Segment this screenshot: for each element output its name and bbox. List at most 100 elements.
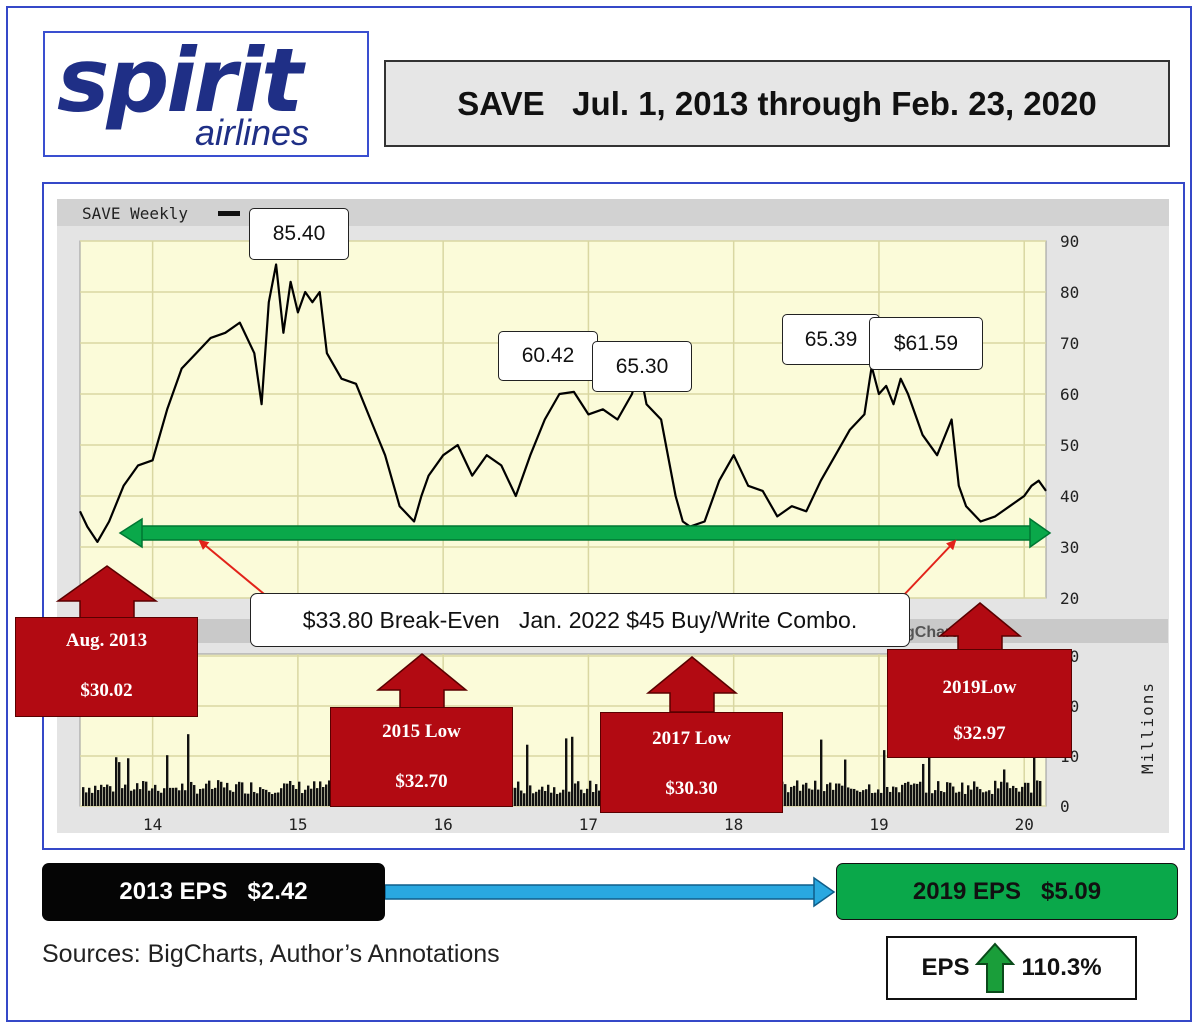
volume-bar bbox=[931, 793, 934, 806]
volume-bar bbox=[916, 783, 919, 806]
volume-bar bbox=[538, 789, 541, 806]
volume-bar bbox=[214, 787, 217, 806]
volume-bar bbox=[112, 791, 115, 806]
volume-bar bbox=[787, 792, 790, 806]
volume-bar bbox=[934, 790, 937, 806]
volume-bar bbox=[829, 782, 832, 806]
volume-bar bbox=[922, 763, 925, 806]
volume-bar bbox=[226, 782, 229, 806]
volume-bar bbox=[199, 788, 202, 806]
volume-bar bbox=[595, 784, 598, 806]
price-tick-label: 20 bbox=[1060, 589, 1079, 608]
volume-bar bbox=[517, 781, 520, 806]
volume-bar bbox=[148, 790, 151, 806]
volume-bar bbox=[94, 785, 97, 806]
low-box-2017: 2017 Low $30.30 bbox=[600, 712, 783, 813]
volume-bar bbox=[1021, 786, 1024, 806]
volume-bar bbox=[793, 785, 796, 806]
volume-bar bbox=[877, 789, 880, 806]
volume-bar bbox=[868, 784, 871, 806]
x-tick-label: 20 bbox=[1015, 815, 1034, 834]
low-box-2019: 2019Low $32.97 bbox=[887, 649, 1072, 758]
volume-bar bbox=[292, 785, 295, 806]
volume-bar bbox=[856, 790, 859, 806]
volume-bar bbox=[805, 782, 808, 806]
break-even-arrow bbox=[118, 517, 1052, 549]
volume-bar bbox=[913, 783, 916, 806]
volume-bar bbox=[535, 791, 538, 806]
volume-bar bbox=[844, 759, 847, 806]
volume-bar bbox=[862, 790, 865, 806]
volume-bar bbox=[937, 781, 940, 806]
volume-bar bbox=[160, 792, 163, 806]
volume-bar bbox=[268, 792, 271, 806]
volume-bar bbox=[523, 793, 526, 806]
volume-bar bbox=[166, 755, 169, 806]
low-value-2015: $32.70 bbox=[395, 771, 448, 792]
up-arrow-icon bbox=[975, 942, 1016, 993]
volume-bar bbox=[328, 780, 331, 806]
x-axis: 14 15 16 17 18 19 20 bbox=[143, 815, 1034, 834]
logo-sub: airlines bbox=[195, 112, 310, 153]
eps-2019-box: 2019 EPS $5.09 bbox=[836, 863, 1178, 920]
volume-bar bbox=[316, 788, 319, 806]
volume-bar bbox=[1027, 782, 1030, 806]
volume-bar bbox=[799, 790, 802, 806]
volume-bar bbox=[541, 786, 544, 806]
low-box-2015: 2015 Low $32.70 bbox=[330, 707, 513, 807]
volume-bar bbox=[91, 792, 94, 806]
volume-bar bbox=[223, 787, 226, 806]
volume-bar bbox=[109, 786, 112, 806]
volume-bar bbox=[925, 792, 928, 806]
volume-bar bbox=[277, 792, 280, 806]
volume-bar bbox=[211, 788, 214, 806]
volume-bar bbox=[1006, 782, 1009, 806]
volume-bar bbox=[88, 787, 91, 806]
volume-bar bbox=[919, 781, 922, 806]
volume-bar bbox=[244, 793, 247, 806]
volume-bar bbox=[238, 781, 241, 806]
logo-word: spirit bbox=[57, 29, 303, 132]
price-tick-label: 70 bbox=[1060, 334, 1079, 353]
volume-bar bbox=[127, 758, 130, 806]
chart-header-bar bbox=[57, 199, 1169, 226]
volume-bar bbox=[997, 788, 1000, 806]
volume-bar bbox=[271, 793, 274, 806]
price-y-axis: 90 80 70 60 50 40 30 20 bbox=[1060, 232, 1079, 608]
volume-bar bbox=[142, 781, 145, 806]
volume-bar bbox=[118, 762, 121, 806]
volume-bar bbox=[1039, 780, 1042, 806]
eps-growth-value: 110.3% bbox=[1021, 954, 1102, 981]
volume-bar bbox=[940, 791, 943, 806]
volume-bar bbox=[121, 788, 124, 806]
volume-bar bbox=[943, 792, 946, 806]
volume-bar bbox=[184, 790, 187, 806]
volume-bar bbox=[241, 782, 244, 806]
volume-bar bbox=[106, 784, 109, 806]
volume-bar bbox=[130, 790, 133, 806]
volume-bar bbox=[526, 744, 529, 806]
volume-bar bbox=[205, 783, 208, 806]
volume-bar bbox=[115, 757, 118, 806]
volume-bar bbox=[802, 784, 805, 806]
price-plot-area bbox=[79, 240, 1047, 599]
volume-bar bbox=[250, 782, 253, 806]
volume-bar bbox=[859, 791, 862, 806]
chart-title-box: SAVE Jul. 1, 2013 through Feb. 23, 2020 bbox=[384, 60, 1170, 147]
low-label-2017: 2017 Low bbox=[652, 728, 731, 749]
volume-bar bbox=[826, 784, 829, 806]
volume-bar bbox=[286, 783, 289, 806]
volume-bar bbox=[1033, 751, 1036, 806]
volume-bar bbox=[217, 780, 220, 806]
volume-bar bbox=[565, 738, 568, 806]
eps-growth-label: EPS bbox=[921, 954, 970, 981]
volume-bar bbox=[796, 780, 799, 806]
volume-bar bbox=[265, 789, 268, 806]
volume-bar bbox=[259, 787, 262, 806]
volume-bar bbox=[154, 784, 157, 806]
x-tick-label: 16 bbox=[434, 815, 453, 834]
volume-bar bbox=[247, 793, 250, 806]
volume-bar bbox=[178, 790, 181, 806]
volume-bar bbox=[961, 782, 964, 806]
volume-bar bbox=[973, 781, 976, 806]
